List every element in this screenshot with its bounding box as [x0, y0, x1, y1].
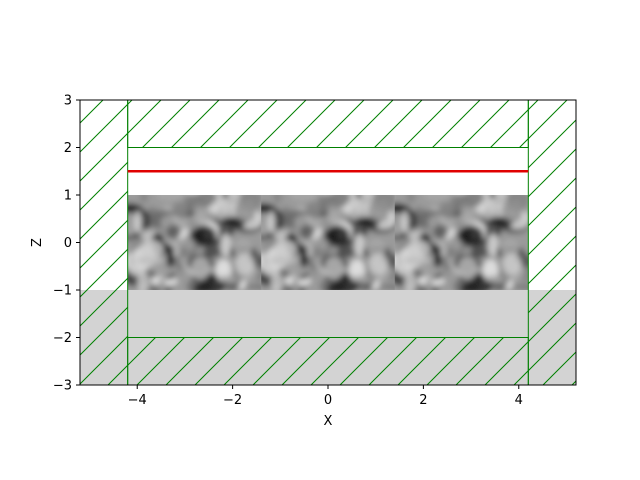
y-tick-label: −2: [53, 331, 72, 346]
x-tick-label: 4: [515, 393, 523, 408]
y-tick-label: −3: [53, 379, 72, 394]
x-axis-label: X: [324, 414, 333, 429]
pml-region-2: [527, 100, 576, 385]
y-tick-label: 3: [64, 94, 72, 109]
pml-region-4: [127, 337, 529, 385]
pml-region-1: [80, 100, 129, 385]
y-tick-label: 1: [64, 189, 72, 204]
x-tick-label: 0: [324, 393, 332, 408]
x-ticks: −4 −2 0 2 4: [128, 385, 523, 408]
y-tick-label: 0: [64, 236, 72, 251]
pml-boundaries: [80, 100, 576, 385]
plot-area: [80, 100, 576, 385]
x-tick-label: −4: [128, 393, 147, 408]
textured-layer: [127, 195, 529, 290]
y-tick-label: −1: [53, 284, 72, 299]
pml-region-3: [127, 100, 529, 148]
y-tick-label: 2: [64, 141, 72, 156]
x-tick-label: 2: [419, 393, 427, 408]
y-ticks: −3 −2 −1 0 1 2 3: [53, 94, 80, 394]
x-tick-label: −2: [223, 393, 242, 408]
y-axis-label: Z: [30, 238, 45, 247]
